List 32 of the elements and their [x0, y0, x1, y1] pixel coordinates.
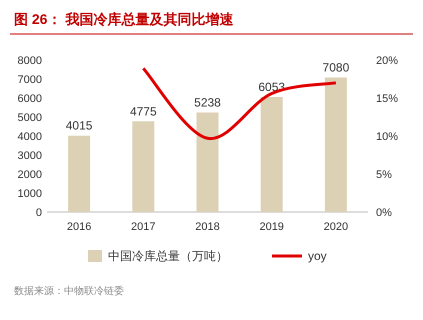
data-label: 7080 — [322, 60, 350, 74]
legend-label: 中国冷库总量（万吨） — [108, 249, 228, 263]
legend-label: yoy — [308, 249, 327, 263]
x-tick-label: 2020 — [324, 221, 348, 233]
y-tick-label: 0 — [36, 207, 42, 219]
y2-tick-label: 20% — [376, 55, 398, 67]
y2-tick-label: 15% — [376, 93, 398, 105]
bar — [68, 136, 90, 212]
x-tick-label: 2019 — [259, 221, 284, 233]
y-tick-label: 6000 — [18, 93, 42, 105]
x-tick-label: 2016 — [66, 221, 92, 233]
bar — [132, 121, 154, 212]
y-tick-label: 5000 — [18, 112, 42, 124]
y-tick-label: 8000 — [18, 55, 42, 67]
x-tick-label: 2017 — [131, 221, 156, 233]
y-tick-label: 3000 — [18, 150, 42, 162]
data-label: 5238 — [194, 95, 222, 110]
y-tick-label: 7000 — [18, 74, 42, 86]
bar — [324, 77, 347, 212]
chart-title: 图 26： 我国冷库总量及其同比增速 — [14, 11, 234, 27]
y-tick-label: 1000 — [18, 188, 42, 200]
y-tick-label: 4000 — [18, 131, 42, 143]
bar — [260, 96, 283, 212]
y2-tick-label: 0% — [376, 207, 392, 219]
x-tick-label: 2018 — [195, 221, 220, 233]
bar — [196, 112, 218, 212]
y2-tick-label: 5% — [376, 169, 392, 181]
y2-tick-label: 10% — [376, 131, 398, 143]
source-note: 数据来源：中物联冷链委 — [14, 285, 124, 297]
data-label: 4775 — [130, 104, 157, 118]
y-tick-label: 2000 — [18, 169, 42, 181]
data-label: 4015 — [66, 118, 93, 133]
